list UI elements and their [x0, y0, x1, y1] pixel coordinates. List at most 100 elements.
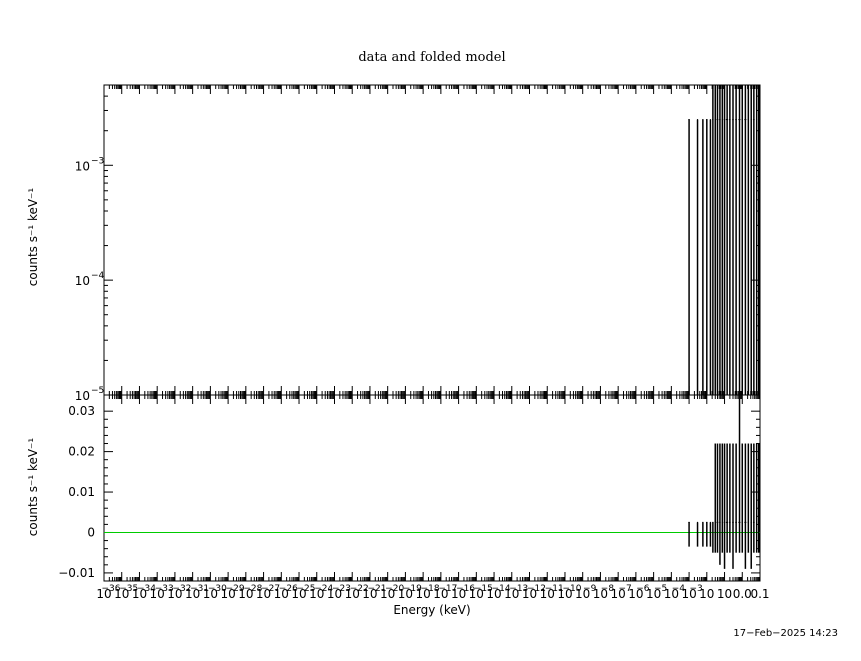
bottom-data-point	[712, 521, 714, 553]
bottom-data-point	[757, 443, 760, 553]
x-tick-exponent: −28	[243, 584, 262, 594]
timestamp: 17−Feb−2025 14:23	[733, 628, 838, 639]
top-data-point	[712, 85, 714, 395]
bottom-data-point	[752, 443, 755, 553]
x-tick-exponent: −36	[102, 584, 121, 594]
top-data-point	[714, 85, 717, 395]
bottom-data-point	[709, 521, 712, 547]
x-tick-label: 0.0	[733, 587, 752, 601]
x-tick-label: 10	[469, 587, 484, 601]
x-tick-exponent: −14	[492, 584, 511, 594]
x-tick-exponent: −23	[332, 584, 351, 594]
x-tick-exponent: −29	[226, 584, 245, 594]
x-tick-exponent: −35	[119, 584, 138, 594]
x-tick-exponent: −32	[172, 584, 191, 594]
bottom-data-point	[702, 521, 704, 547]
x-tick-exponent: −25	[297, 584, 316, 594]
x-tick-exponent: −33	[155, 584, 174, 594]
x-tick-label: 10	[96, 587, 111, 601]
x-tick-label: 10	[114, 587, 129, 601]
top-data-point	[738, 85, 741, 395]
x-tick-exponent: −34	[137, 584, 156, 594]
x-tick-label: 10	[575, 587, 590, 601]
bottom-data-point	[741, 443, 744, 553]
top-data-point	[702, 119, 704, 395]
x-tick-exponent: −12	[527, 584, 546, 594]
x-tick-label: 10	[220, 587, 235, 601]
top-data-point	[721, 85, 724, 395]
x-tick-exponent: −30	[208, 584, 227, 594]
x-tick-label: 10	[611, 587, 626, 601]
x-tick-exponent: −9	[583, 584, 597, 594]
x-tick-exponent: −24	[314, 584, 333, 594]
bottom-data-point	[732, 443, 734, 569]
x-tick-label: 10	[256, 587, 271, 601]
x-tick-label: 10	[345, 587, 360, 601]
x-tick-exponent: −31	[190, 584, 209, 594]
x-tick-label: 10	[309, 587, 324, 601]
top-data-point	[729, 85, 731, 395]
top-data-point	[755, 85, 758, 395]
x-tick-exponent: −8	[601, 584, 615, 594]
x-tick-label: 10	[717, 587, 732, 601]
bottom-y-tick-label: −0.01	[58, 566, 95, 580]
bottom-data-point	[723, 443, 726, 569]
bottom-data-point	[721, 443, 724, 553]
top-y-tick-exponent: −3	[91, 156, 104, 166]
x-tick-label: 10	[185, 587, 200, 601]
x-tick-label: 0.1	[750, 587, 769, 601]
x-tick-label: 10	[664, 587, 679, 601]
x-tick-label: 10	[486, 587, 501, 601]
top-data-point	[719, 85, 721, 395]
top-data-point	[735, 85, 737, 395]
chart-title: data and folded model	[358, 50, 505, 65]
x-tick-label: 10	[540, 587, 555, 601]
bottom-panel-data	[688, 399, 760, 569]
top-data-point	[752, 85, 755, 395]
bottom-data-point	[719, 443, 721, 565]
top-data-point	[757, 85, 760, 395]
x-tick-exponent: −16	[456, 584, 475, 594]
x-tick-label: 10	[274, 587, 289, 601]
top-data-point	[744, 85, 747, 395]
top-data-point	[741, 85, 744, 395]
x-tick-exponent: −21	[367, 584, 386, 594]
top-y-tick-exponent: −4	[91, 271, 105, 281]
x-tick-labels: 10−3610−3510−3410−3310−3210−3110−3010−29…	[96, 584, 769, 601]
bottom-y-tick-label: 0.01	[68, 485, 95, 499]
top-data-point	[688, 119, 690, 395]
bottom-y-tick-label: 0.03	[68, 404, 95, 418]
x-tick-exponent: −15	[474, 584, 493, 594]
top-data-point	[750, 85, 752, 395]
x-tick-label: 10	[150, 587, 165, 601]
x-axis-label: Energy (keV)	[393, 603, 470, 617]
x-tick-exponent: −20	[385, 584, 404, 594]
bottom-y-tick-label: 0	[87, 525, 95, 539]
top-panel-y-label: counts s⁻¹ keV⁻¹	[26, 188, 40, 287]
x-tick-label: 10	[415, 587, 430, 601]
x-tick-exponent: −17	[438, 584, 457, 594]
bottom-data-point	[744, 443, 747, 569]
x-tick-exponent: −11	[545, 584, 564, 594]
x-tick-label: 10	[238, 587, 253, 601]
top-panel-data	[688, 85, 760, 395]
x-tick-exponent: −10	[562, 584, 581, 594]
x-tick-exponent: −6	[636, 584, 650, 594]
x-tick-label: 10	[681, 587, 696, 601]
x-tick-label: 10	[291, 587, 306, 601]
x-tick-exponent: −7	[619, 584, 632, 594]
bottom-panel-y-ticks: 0.03 0.02 0.01 0 −0.01	[58, 404, 760, 580]
bottom-data-point	[688, 521, 690, 547]
x-tick-exponent: −19	[403, 584, 422, 594]
bottom-data-point	[750, 443, 752, 569]
top-data-point	[716, 85, 719, 395]
top-data-point	[723, 85, 726, 395]
bottom-y-tick-label: 0.02	[68, 445, 95, 459]
x-tick-exponent: −22	[350, 584, 369, 594]
bottom-data-point	[705, 521, 708, 547]
x-tick-label: 10	[132, 587, 147, 601]
x-tick-exponent: −4	[672, 584, 686, 594]
top-panel-y-ticks: 10−310−410−5	[75, 84, 760, 403]
bottom-data-point	[747, 443, 750, 553]
